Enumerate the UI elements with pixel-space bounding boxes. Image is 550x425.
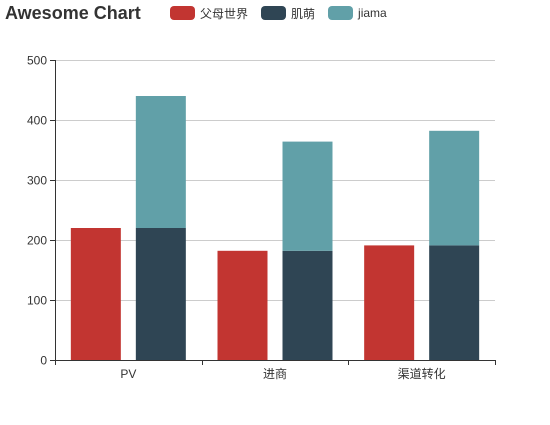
y-tick-label: 200 xyxy=(27,234,47,248)
legend-label: 父母世界 xyxy=(200,6,249,21)
legend-label: 肌萌 xyxy=(291,6,316,21)
legend-swatch xyxy=(170,6,195,20)
bar xyxy=(217,250,268,360)
y-tick-label: 0 xyxy=(40,354,47,368)
legend-label: jiama xyxy=(358,6,387,20)
bar xyxy=(429,130,480,246)
legend-item[interactable]: 父母世界 xyxy=(170,5,248,22)
bar xyxy=(70,228,121,360)
bar xyxy=(135,228,186,360)
chart-title: Awesome Chart xyxy=(5,3,141,23)
x-tick-label: 渠道转化 xyxy=(398,366,446,381)
legend: 父母世界 肌萌 jiama xyxy=(170,4,387,22)
legend-item[interactable]: jiama xyxy=(328,6,387,20)
x-tick-label: PV xyxy=(120,367,136,381)
legend-swatch xyxy=(328,6,354,20)
y-tick-label: 400 xyxy=(27,114,47,128)
legend-swatch xyxy=(261,6,287,20)
x-tick-label: 进商 xyxy=(263,366,287,381)
bar xyxy=(282,250,333,360)
bar xyxy=(282,141,333,251)
y-tick-label: 300 xyxy=(27,174,47,188)
bar xyxy=(135,96,186,228)
bar xyxy=(429,245,480,360)
y-tick-label: 500 xyxy=(27,54,47,68)
y-tick-label: 100 xyxy=(27,294,47,308)
bar xyxy=(364,245,415,360)
legend-item[interactable]: 肌萌 xyxy=(261,5,315,22)
